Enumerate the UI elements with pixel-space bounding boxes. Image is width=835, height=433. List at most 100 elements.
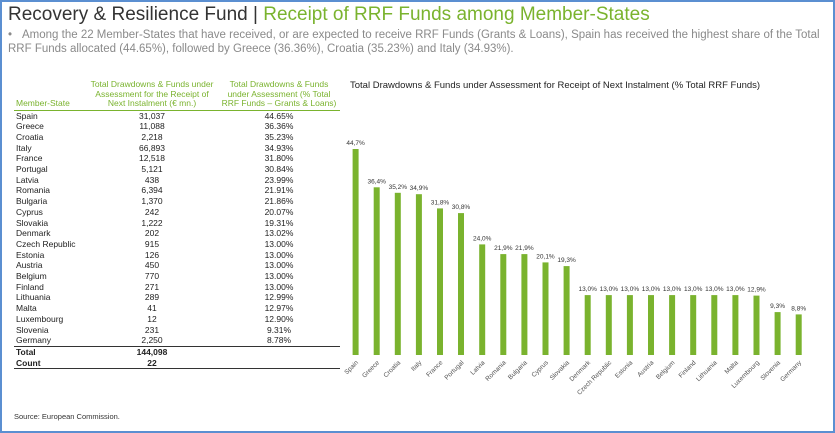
data-label: 21,9%: [515, 245, 534, 252]
cell-drawdowns-pct: 34.93%: [264, 142, 294, 153]
x-tick-label: Malta: [724, 359, 740, 375]
chart-title: Total Drawdowns & Funds under Assessment…: [350, 80, 761, 91]
member-state-table: Member-State Total Drawdowns & Funds und…: [14, 79, 340, 370]
data-label: 19,3%: [557, 257, 576, 264]
bar-romania: [500, 254, 507, 355]
table-count-row: Count 22: [14, 357, 340, 370]
x-tick-label: Estonia: [614, 359, 635, 380]
cell-drawdowns-eur: 450: [144, 260, 160, 271]
data-label: 30,8%: [452, 204, 471, 211]
cell-drawdowns-pct: 20.07%: [264, 206, 294, 217]
data-label: 24,0%: [473, 235, 492, 242]
bar-spain: [352, 149, 359, 355]
x-tick-label: Spain: [343, 359, 360, 376]
x-tick-label: Finland: [678, 359, 698, 379]
x-tick-label: Croatia: [382, 359, 402, 379]
cell-drawdowns-eur: 1,370: [141, 196, 163, 207]
cell-drawdowns-pct: 13.00%: [264, 271, 294, 282]
summary-bullet: • Among the 22 Member-States that have re…: [8, 28, 823, 56]
cell-member-state: Count: [14, 357, 86, 370]
cell-member-state: Bulgaria: [16, 196, 48, 207]
table-row: France 12,518 31.80%: [14, 153, 340, 164]
cell-drawdowns-eur: 22: [86, 357, 218, 370]
header-member-state: Member-State: [14, 80, 86, 111]
cell-member-state: Denmark: [16, 228, 51, 239]
data-label: 36,4%: [367, 178, 386, 185]
data-label: 9,3%: [770, 303, 785, 310]
cell-drawdowns-eur: 41: [147, 303, 157, 314]
table-header-row: Member-State Total Drawdowns & Funds und…: [14, 79, 340, 111]
table-row: Lithuania 289 12.99%: [14, 292, 340, 303]
data-label: 31,8%: [431, 199, 450, 206]
cell-member-state: Italy: [16, 142, 32, 153]
header-drawdowns-pct: Total Drawdowns & Funds under Assessment…: [218, 79, 340, 111]
cell-drawdowns-pct: [218, 345, 340, 358]
cell-drawdowns-eur: 915: [144, 238, 160, 249]
cell-drawdowns-eur: 2,218: [141, 131, 163, 142]
cell-drawdowns-eur: 231: [144, 324, 160, 335]
cell-member-state: Latvia: [16, 174, 39, 185]
table-row: Estonia 126 13.00%: [14, 250, 340, 261]
cell-drawdowns-pct: 8.78%: [266, 335, 292, 346]
data-label: 21,9%: [494, 245, 513, 252]
cell-member-state: Luxembourg: [16, 313, 64, 324]
bar-croatia: [394, 192, 401, 355]
cell-drawdowns-pct: 13.00%: [264, 260, 294, 271]
title-main: Recovery & Resilience Fund |: [8, 4, 264, 25]
cell-drawdowns-pct: 13.02%: [264, 228, 294, 239]
table-row: Cyprus 242 20.07%: [14, 207, 340, 218]
table-row: Austria 450 13.00%: [14, 260, 340, 271]
cell-member-state: France: [16, 153, 43, 164]
bar-bulgaria: [521, 254, 528, 355]
bar-austria: [648, 295, 654, 355]
data-label: 13,0%: [578, 286, 597, 293]
cell-drawdowns-eur: 66,893: [139, 142, 165, 153]
cell-drawdowns-pct: [218, 357, 340, 370]
data-label: 44,7%: [346, 140, 365, 147]
cell-member-state: Belgium: [16, 271, 47, 282]
bar-france: [437, 208, 443, 355]
data-label: 13,0%: [663, 286, 682, 293]
cell-drawdowns-eur: 11,088: [139, 121, 165, 132]
cell-drawdowns-eur: 2,250: [141, 335, 163, 346]
cell-drawdowns-eur: 1,222: [141, 217, 163, 228]
data-label: 35,2%: [389, 184, 408, 191]
bar-portugal: [458, 213, 464, 355]
bar-denmark: [584, 295, 591, 355]
data-label: 13,0%: [726, 286, 745, 293]
data-label: 13,0%: [684, 286, 703, 293]
cell-drawdowns-pct: 9.31%: [266, 324, 292, 335]
cell-drawdowns-eur: 6,394: [141, 185, 163, 196]
x-tick-label: Portugal: [443, 359, 465, 381]
x-tick-label: Latvia: [469, 359, 486, 376]
bar-germany: [795, 314, 802, 355]
cell-drawdowns-pct: 35.23%: [264, 131, 294, 142]
data-label: 13,0%: [621, 286, 640, 293]
cell-drawdowns-pct: 31.80%: [264, 153, 294, 164]
x-tick-label: Cyprus: [530, 359, 550, 379]
bar-belgium: [669, 295, 676, 355]
header-drawdowns-eur: Total Drawdowns & Funds under Assessment…: [86, 79, 218, 111]
x-tick-label: Germany: [779, 359, 803, 383]
cell-drawdowns-eur: 289: [144, 292, 160, 303]
data-label: 13,0%: [705, 286, 724, 293]
cell-member-state: Austria: [16, 260, 43, 271]
cell-drawdowns-pct: 36.36%: [264, 121, 294, 132]
cell-drawdowns-eur: 126: [144, 249, 160, 260]
bar-latvia: [479, 244, 486, 355]
bar-finland: [690, 295, 697, 355]
cell-member-state: Slovenia: [16, 324, 49, 335]
x-tick-label: Belgium: [655, 359, 677, 381]
x-tick-label: Bulgaria: [507, 359, 529, 381]
table-row: Latvia 438 23.99%: [14, 175, 340, 186]
source-note: Source: European Commission.: [14, 412, 120, 421]
table-row: Germany 2,250 8.78%: [14, 335, 340, 346]
cell-member-state: Estonia: [16, 249, 45, 260]
cell-member-state: Malta: [16, 303, 37, 314]
bar-czech-republic: [605, 295, 612, 355]
cell-drawdowns-eur: 12: [147, 313, 157, 324]
page-title: Recovery & Resilience Fund | Receipt of …: [8, 4, 650, 26]
cell-member-state: Czech Republic: [16, 238, 76, 249]
table-row: Luxembourg 12 12.90%: [14, 314, 340, 325]
x-tick-label: France: [425, 359, 445, 379]
